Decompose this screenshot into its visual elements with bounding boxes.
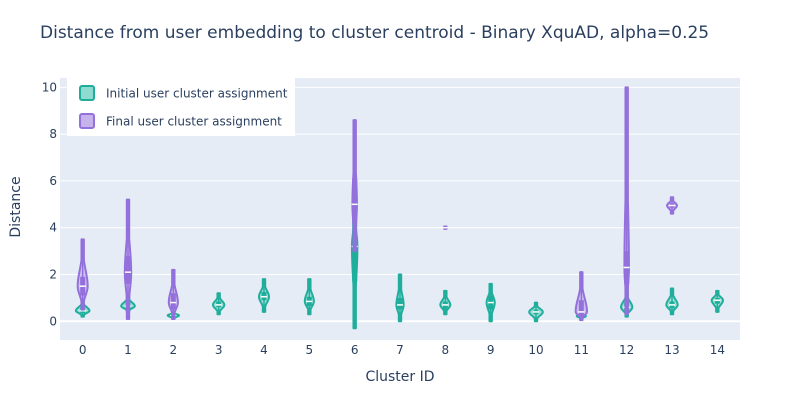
x-axis-label: Cluster ID [365,369,434,385]
series-final [76,86,678,322]
legend-label-initial: Initial user cluster assignment [106,87,288,101]
x-tick-label: 10 [528,343,543,357]
x-tick-label: 7 [396,343,404,357]
x-tick-label: 1 [124,343,132,357]
x-tick-label: 8 [442,343,450,357]
x-tick-label: 2 [170,343,178,357]
x-tick-label: 14 [710,343,725,357]
violin-iqr-box [578,300,584,317]
violins [74,86,724,330]
x-tick-label: 5 [306,343,314,357]
x-tick-label: 6 [351,343,359,357]
y-tick-label: 4 [49,221,57,235]
violin-iqr-box [125,255,131,284]
y-tick-label: 10 [42,80,57,94]
legend-swatch-final [79,113,95,129]
violin-iqr-box [170,293,176,310]
x-tick-label: 3 [215,343,223,357]
x-tick-label: 4 [260,343,268,357]
x-tick-label: 11 [574,343,589,357]
legend-swatch-initial [79,85,95,101]
chart-title: Distance from user embedding to cluster … [40,23,709,43]
y-axis-label: Distance [8,176,24,237]
x-tick-label: 0 [79,343,87,357]
y-tick-label: 6 [49,174,57,188]
violin-iqr-box [397,297,403,310]
legend: Initial user cluster assignment Final us… [67,78,295,136]
y-tick-label: 8 [49,127,57,141]
x-tick-label: 9 [487,343,495,357]
x-tick-label: 12 [619,343,634,357]
legend-label-final: Final user cluster assignment [106,115,282,129]
violin-iqr-box [352,178,358,224]
legend-box [67,78,295,136]
y-tick-label: 0 [49,314,57,328]
x-tick-label: 13 [664,343,679,357]
y-tick-label: 2 [49,268,57,282]
